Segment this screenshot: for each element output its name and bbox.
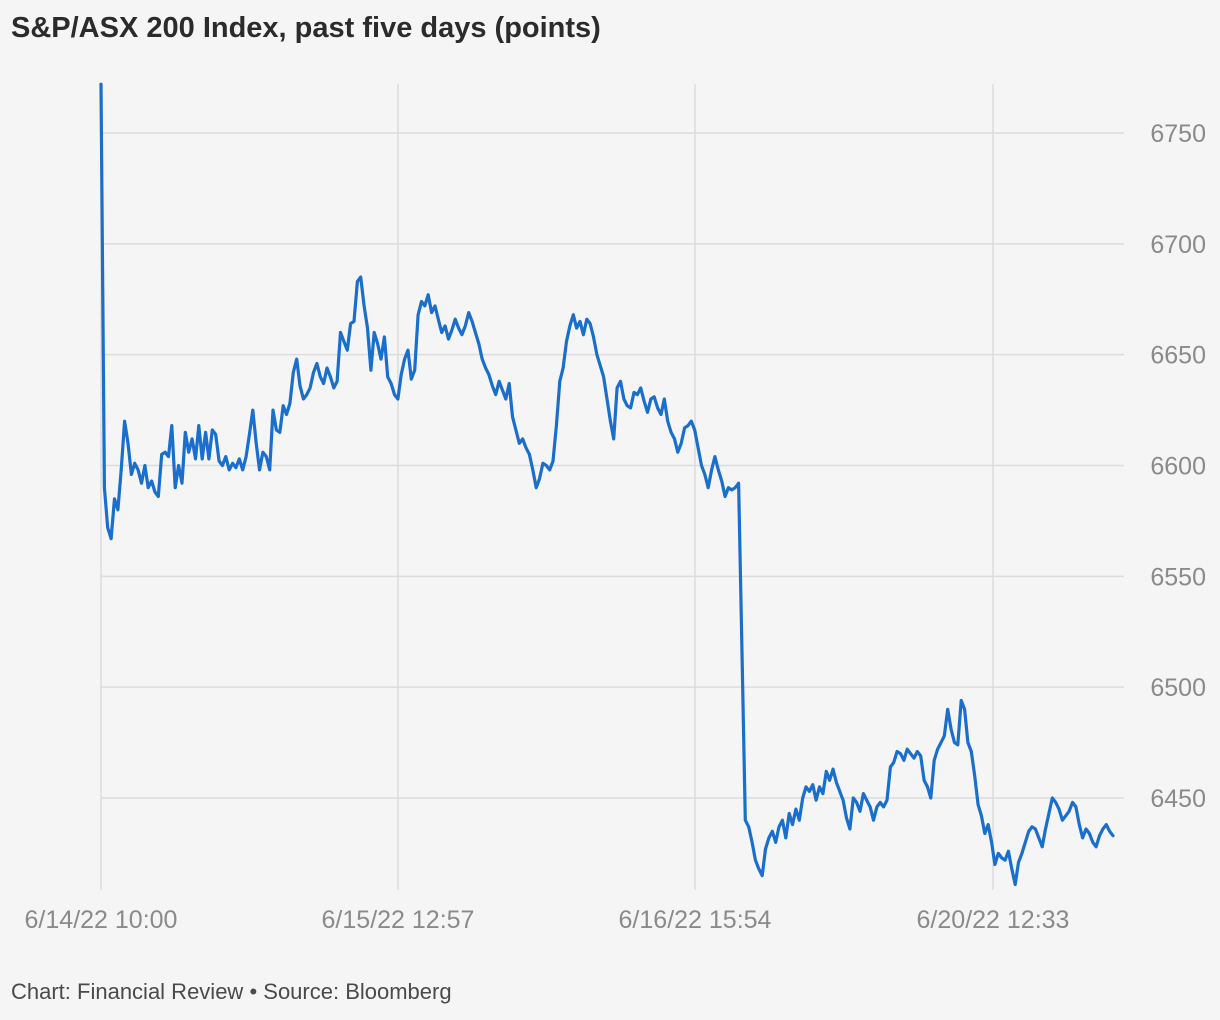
line-chart: 6450 6500 6550 6600 6650 6700 6750 6/14/22 10:… bbox=[25, 82, 1206, 934]
chart-credit: Chart: Financial Review bbox=[11, 979, 244, 1004]
series-line bbox=[99, 82, 1115, 887]
chart-title: S&P/ASX 200 Index, past five days (point… bbox=[11, 12, 601, 44]
y-tick-label: 6450 bbox=[1150, 785, 1206, 813]
x-tick-labels: 6/14/22 10:00 6/15/22 12:57 6/16/22 15:54 6… bbox=[25, 906, 1070, 934]
chart-footer: Chart: Financial Review • Source: Bloomb… bbox=[11, 979, 452, 1005]
x-tick-label: 6/14/22 10:00 bbox=[25, 906, 178, 934]
x-tick-label: 6/16/22 15:54 bbox=[619, 906, 772, 934]
footer-separator: • bbox=[249, 979, 258, 1004]
y-tick-label: 6700 bbox=[1150, 231, 1206, 259]
y-tick-label: 6500 bbox=[1150, 674, 1206, 702]
x-tick-label: 6/15/22 12:57 bbox=[322, 906, 475, 934]
gridlines bbox=[100, 84, 1124, 890]
y-tick-label: 6750 bbox=[1150, 120, 1206, 148]
y-tick-label: 6600 bbox=[1150, 453, 1206, 481]
y-tick-label: 6650 bbox=[1150, 342, 1206, 370]
chart-source: Source: Bloomberg bbox=[263, 979, 452, 1004]
y-tick-labels: 6450 6500 6550 6600 6650 6700 6750 bbox=[1150, 120, 1206, 813]
y-tick-label: 6550 bbox=[1150, 563, 1206, 591]
x-tick-label: 6/20/22 12:33 bbox=[917, 906, 1070, 934]
